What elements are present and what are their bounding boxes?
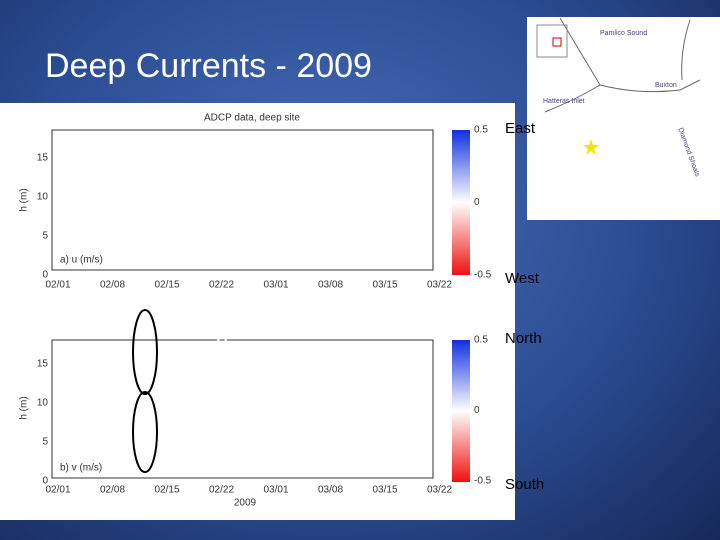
colorbar-label: 0.5 [474,125,488,136]
direction-label: South [505,476,544,493]
x-tick-label: 02/15 [154,485,179,496]
x-tick-label: 02/22 [209,485,234,496]
x-tick-label: 03/15 [372,280,397,291]
x-tick-label: 02/01 [45,485,70,496]
y-tick-label: 0 [42,476,48,487]
x-tick-label: 03/08 [318,485,343,496]
y-tick-label: 0 [42,270,48,281]
x-tick-label: 03/08 [318,280,343,291]
direction-label: North [505,330,542,347]
colorbar [452,340,470,482]
colorbar-label: 0.5 [474,335,488,346]
panel-label: b) v (m/s) [60,463,102,474]
x-tick-label: 03/01 [263,485,288,496]
panel-label: a) u (m/s) [60,255,103,266]
y-label: h (m) [19,188,30,211]
y-tick-label: 10 [37,192,49,203]
coastline [544,17,701,113]
x-tick-label: 02/08 [100,485,125,496]
figure-background [0,103,515,520]
x-tick-label: 03/15 [372,485,397,496]
y-tick-label: 10 [37,398,49,409]
highlight-oval [132,391,158,473]
colorbar-label: 0 [474,405,480,416]
inset-marker [552,37,562,47]
x-tick-label: 03/22 [427,280,452,291]
inset-map [536,24,568,58]
x-tick-label: 02/15 [154,280,179,291]
map-box [527,17,720,220]
site-star [583,139,599,155]
y-tick-label: 5 [42,231,48,242]
y-tick-label: 5 [42,437,48,448]
y-label: h (m) [19,396,30,419]
x-tick-label: 03/01 [263,280,288,291]
colorbar-label: 0 [474,197,480,208]
panel-frame [51,129,434,271]
x-tick-label: 02/22 [209,280,234,291]
x-tick-label: 02/01 [45,280,70,291]
y-tick-label: 15 [37,359,49,370]
direction-label: East [505,120,536,137]
figure-title: ADCP data, deep site [204,113,300,124]
highlight-oval [132,309,158,395]
colorbar-label: -0.5 [474,270,492,281]
x-tick-label: 03/22 [427,485,452,496]
map-label: Buxton [655,82,677,89]
x-tick-label: 02/08 [100,280,125,291]
y-tick-label: 15 [37,153,49,164]
highlight-oval [212,407,232,473]
map-label: Pamlico Sound [600,30,647,37]
colorbar-label: -0.5 [474,476,492,487]
slide-title: Deep Currents - 2009 [45,47,372,85]
map-label: Hatteras Inlet [543,98,585,105]
colorbar [452,130,470,275]
x-label: 2009 [234,498,257,509]
direction-label: West [505,270,540,287]
panel-frame [51,339,434,479]
